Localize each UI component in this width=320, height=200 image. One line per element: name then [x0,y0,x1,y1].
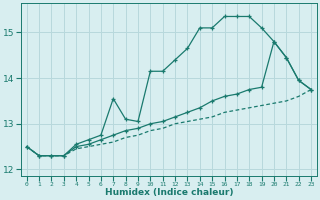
X-axis label: Humidex (Indice chaleur): Humidex (Indice chaleur) [105,188,233,197]
